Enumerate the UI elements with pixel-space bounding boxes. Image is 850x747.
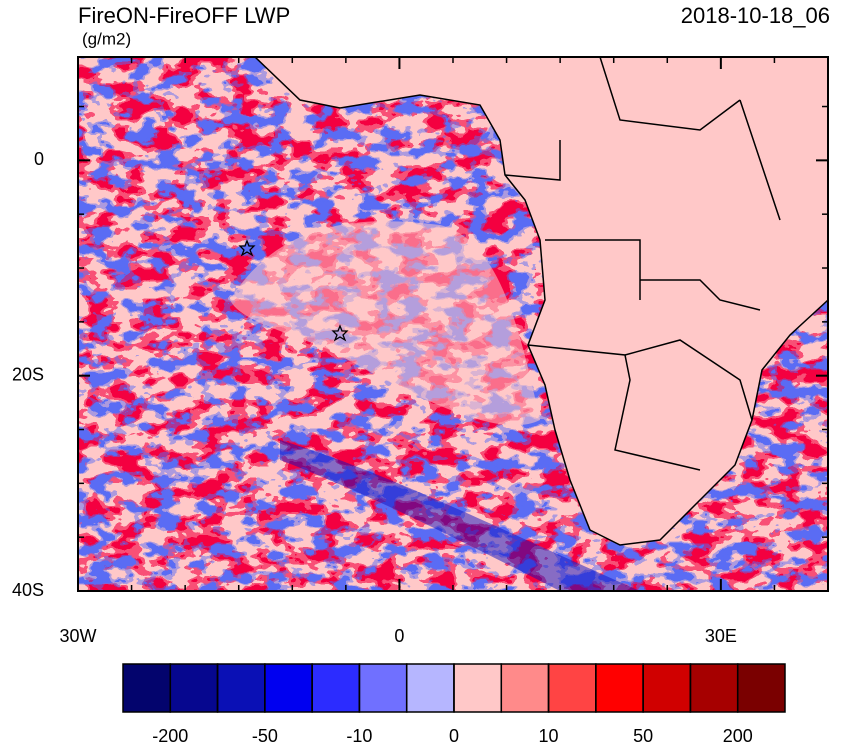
y-tick-label: 40S: [12, 580, 44, 600]
colorbar-box: [736, 663, 786, 713]
colorbar-box: [689, 663, 739, 713]
colorbar-label: 200: [723, 726, 753, 746]
colorbar-label: -200: [152, 726, 188, 746]
colorbar-box: [547, 663, 597, 713]
colorbar-box: [500, 663, 550, 713]
map-field: [78, 57, 828, 591]
units: (g/m2): [82, 29, 131, 48]
cloud-deck: [230, 221, 540, 426]
title: FireON-FireOFF LWP: [78, 3, 290, 28]
colorbar-box: [358, 663, 408, 713]
x-tick-label: 30W: [59, 626, 96, 646]
colorbar-label: 50: [633, 726, 653, 746]
y-tick-label: 0: [34, 149, 44, 169]
x-tick-label: 30E: [705, 626, 737, 646]
time-stamp: 2018-10-18_06: [681, 3, 830, 28]
colorbar-box: [169, 663, 219, 713]
front-band: [280, 440, 640, 591]
colorbar-box: [216, 663, 266, 713]
colorbar-box: [453, 663, 503, 713]
colorbar-label: -10: [346, 726, 372, 746]
colorbar-label: -50: [252, 726, 278, 746]
colorbar-box: [122, 663, 172, 713]
markers: [238, 239, 349, 342]
colorbar-label: 10: [539, 726, 559, 746]
coastlines: [254, 57, 828, 546]
colorbar-box: [405, 663, 455, 713]
colorbar-box: [595, 663, 644, 713]
x-tick-label: 0: [394, 626, 404, 646]
colorbar-box: [642, 663, 692, 713]
colorbar-label: 0: [449, 726, 459, 746]
colorbar-box: [264, 663, 313, 713]
y-tick-label: 20S: [12, 364, 44, 384]
colorbar-box: [311, 663, 361, 713]
